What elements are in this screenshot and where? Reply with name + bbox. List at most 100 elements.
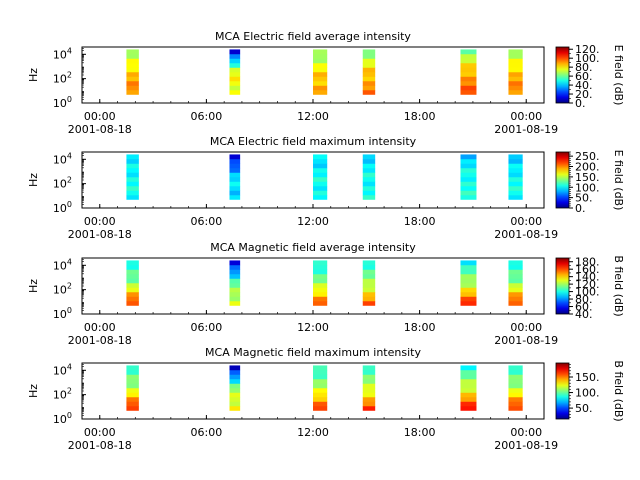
panel-4-xtick-label: 12:00	[297, 426, 329, 439]
panel-4-heat-cell	[460, 401, 477, 407]
panel-3-heat-cell	[460, 273, 477, 279]
panel-2-heat-cell	[460, 190, 477, 196]
panel-1-xtick-label: 06:00	[191, 110, 223, 123]
panel-3-heat-cell	[229, 282, 241, 288]
panel-3-heat-cell	[508, 264, 523, 270]
panel-2-heat-cell	[229, 172, 241, 178]
panel-4-heat-cell	[229, 374, 241, 380]
panel-3-heat-cell	[362, 291, 376, 297]
panel-4-heat-cell	[508, 365, 523, 371]
panel-3-heat-cell	[229, 287, 241, 293]
panel-1-heat-cell	[229, 76, 241, 82]
ytick-exponent: 2	[67, 176, 72, 185]
panel-2-date-label: 2001-08-19	[494, 228, 558, 241]
panel-4-ytick-label: 104	[53, 362, 72, 377]
panel-2-heat-cell	[460, 181, 477, 187]
ytick-base: 10	[53, 48, 67, 61]
ytick-exponent: 0	[67, 306, 72, 315]
panel-3-date-label: 2001-08-18	[68, 334, 132, 347]
panel-4-heat-cell	[508, 396, 523, 402]
panel-3-heat-cell	[362, 264, 376, 270]
panel-4-heat-cell	[508, 374, 523, 380]
panel-3-ylabel: Hz	[27, 279, 40, 293]
panel-3-burst-5	[460, 260, 477, 306]
panel-1-heat-cell	[508, 76, 523, 82]
panel-1-heat-cell	[126, 53, 139, 59]
panel-1-colorbar-tick-label: 60.	[575, 70, 593, 83]
panel-2-heat-cell	[229, 190, 241, 196]
panel-3-heat-cell	[508, 278, 523, 284]
panel-2-xtick-label: 06:00	[191, 215, 223, 228]
panel-1-ylabel: Hz	[27, 68, 40, 82]
ytick-base: 10	[53, 284, 67, 297]
panel-4-heat-cell	[313, 369, 328, 375]
panel-3-heat-cell	[126, 300, 139, 306]
panel-1-heat-cell	[362, 71, 376, 77]
panel-1-colorbar-tick-label: 120.	[575, 43, 600, 56]
panel-3-heat-cell	[229, 273, 241, 279]
panel-2-heat-cell	[229, 154, 241, 160]
panel-1-ytick-label: 104	[53, 46, 72, 61]
panel-4-burst-6	[508, 365, 523, 411]
panel-2-heat-cell	[460, 194, 477, 200]
panel-2-xtick-label: 18:00	[404, 215, 436, 228]
panel-2-colorbar-tick-label: 0.	[575, 202, 586, 215]
panel-4-heat-cell	[229, 401, 241, 407]
panel-1-colorbar	[555, 46, 570, 104]
panel-4-colorbar-tick-label: 150.	[575, 371, 600, 384]
panel-3-heat-cell	[362, 260, 376, 266]
panel-2-heat-cell	[508, 185, 523, 191]
panel-3-colorbar-label: B field (dB)	[612, 255, 625, 316]
panel-4-heat-cell	[362, 374, 376, 380]
ytick-base: 10	[53, 259, 67, 272]
panel-4-heat-cell	[508, 378, 523, 384]
panel-3-heat-cell	[126, 282, 139, 288]
panel-3-title: MCA Magnetic field average intensity	[210, 241, 416, 254]
panel-1-heat-cell	[362, 76, 376, 82]
panel-3-heat-cell	[229, 300, 241, 306]
panel-2-heat-cell	[229, 185, 241, 191]
panel-3-heat-cell	[460, 287, 477, 293]
panel-3-ytick-label: 102	[53, 282, 72, 297]
panel-4-heat-cell	[126, 378, 139, 384]
panel-3-heat-cell	[508, 287, 523, 293]
panel-4-heat-cell	[313, 374, 328, 380]
panel-1-burst-1	[126, 49, 139, 95]
panel-3-heat-cell	[126, 264, 139, 270]
panel-2-heat-cell	[508, 154, 523, 160]
ytick-base: 10	[53, 73, 67, 86]
panel-2-heat-cell	[362, 190, 376, 196]
panel-3-burst-4	[362, 260, 376, 306]
ytick-base: 10	[53, 97, 67, 110]
panel-4-heat-cell	[362, 392, 376, 398]
panel-4-heat-cell	[126, 369, 139, 375]
panel-1-heat-cell	[126, 85, 139, 91]
panel-3-ytick-label: 104	[53, 257, 72, 272]
panel-2-heat-cell	[126, 190, 139, 196]
panel-2-date-label: 2001-08-18	[68, 228, 132, 241]
panel-3-heat-cell	[460, 260, 477, 266]
panel-1-ytick-label: 102	[53, 71, 72, 86]
panel-4-heat-cell	[362, 396, 376, 402]
panel-3-heat-cell	[508, 273, 523, 279]
panel-4-title: MCA Magnetic field maximum intensity	[205, 346, 421, 359]
panel-4-heat-cell	[313, 387, 328, 393]
panel-4-burst-1	[126, 365, 139, 411]
panel-4-heat-cell	[460, 369, 477, 375]
panel-4-heat-cell	[313, 401, 328, 407]
panel-1-colorbar-tick-label: 0.	[575, 97, 586, 110]
panel-4-heat-cell	[508, 405, 523, 411]
panel-1-heat-cell	[362, 49, 376, 55]
panel-2-heat-cell	[460, 176, 477, 182]
panel-2-heat-cell	[229, 163, 241, 169]
panel-1-date-label: 2001-08-18	[68, 123, 132, 136]
panel-3-heat-cell	[362, 278, 376, 284]
panel-2-heat-cell	[460, 172, 477, 178]
panel-4-heat-cell	[362, 405, 376, 411]
panel-4-heat-cell	[313, 392, 328, 398]
panel-4-ylabel: Hz	[27, 384, 40, 398]
panel-2-heat-cell	[313, 190, 328, 196]
panel-1-colorbar-tick-label: 80.	[575, 61, 593, 74]
panel-2-heat-cell	[126, 181, 139, 187]
panel-3-heat-cell	[313, 273, 328, 279]
